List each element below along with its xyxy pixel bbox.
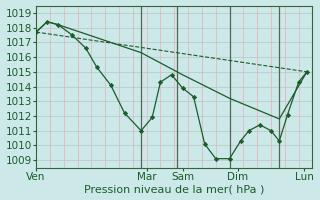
- X-axis label: Pression niveau de la mer( hPa ): Pression niveau de la mer( hPa ): [84, 184, 264, 194]
